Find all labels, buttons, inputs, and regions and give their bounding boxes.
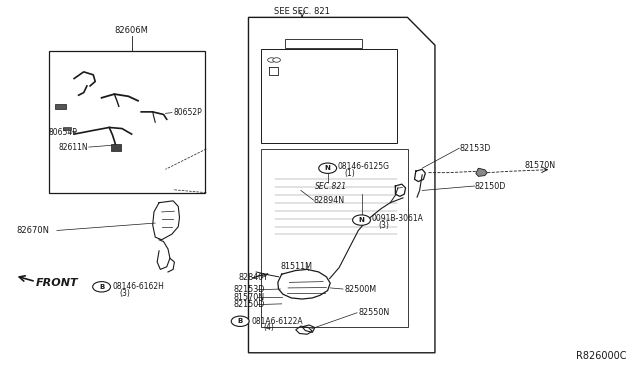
Text: (3): (3) xyxy=(120,289,131,298)
Bar xyxy=(49,51,205,193)
Circle shape xyxy=(273,58,280,62)
Text: 0091B-3061A: 0091B-3061A xyxy=(371,214,423,223)
Text: 82894N: 82894N xyxy=(314,196,345,205)
Text: 82153D: 82153D xyxy=(234,285,265,294)
Text: N: N xyxy=(358,217,364,223)
Text: 82840Y: 82840Y xyxy=(238,273,268,282)
Circle shape xyxy=(231,316,249,327)
Circle shape xyxy=(268,58,275,62)
Text: 82606M: 82606M xyxy=(115,26,148,35)
Text: 82500M: 82500M xyxy=(344,285,376,294)
Circle shape xyxy=(353,215,371,225)
Bar xyxy=(285,39,362,48)
Text: 08146-6125G: 08146-6125G xyxy=(338,162,390,171)
Text: 82150D: 82150D xyxy=(234,300,265,309)
Text: 82153D: 82153D xyxy=(460,144,491,153)
Text: FRONT: FRONT xyxy=(36,278,79,288)
Text: 81570N: 81570N xyxy=(234,293,265,302)
Bar xyxy=(55,105,67,109)
Text: 82670N: 82670N xyxy=(17,226,50,235)
Text: (1): (1) xyxy=(344,169,355,178)
Text: B: B xyxy=(99,284,104,290)
Text: 80654P: 80654P xyxy=(49,128,77,137)
Text: N: N xyxy=(324,165,331,171)
Text: 08146-6162H: 08146-6162H xyxy=(113,282,164,291)
Text: SEC.821: SEC.821 xyxy=(315,182,347,191)
Text: 81511M: 81511M xyxy=(280,262,312,270)
Bar xyxy=(111,144,121,151)
Text: 80652P: 80652P xyxy=(173,108,202,117)
Text: 82611N: 82611N xyxy=(58,142,88,151)
Text: 81570N: 81570N xyxy=(524,161,556,170)
Text: R826000C: R826000C xyxy=(576,351,627,361)
Bar xyxy=(63,127,71,131)
Text: 82550N: 82550N xyxy=(358,308,390,317)
Text: (4): (4) xyxy=(264,323,275,332)
Polygon shape xyxy=(476,168,487,176)
Text: 081A6-6122A: 081A6-6122A xyxy=(251,317,303,326)
Circle shape xyxy=(93,282,111,292)
Circle shape xyxy=(319,163,337,173)
Text: SEE SEC. 821: SEE SEC. 821 xyxy=(274,7,330,16)
Text: 82150D: 82150D xyxy=(474,182,506,191)
Text: (3): (3) xyxy=(378,221,389,230)
Text: B: B xyxy=(237,318,243,324)
